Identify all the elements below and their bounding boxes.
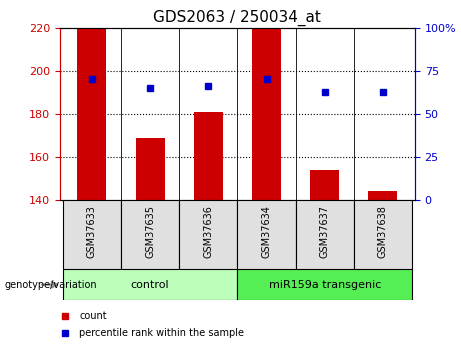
Bar	[296, 200, 354, 269]
Text: genotype/variation: genotype/variation	[5, 280, 97, 289]
Bar	[368, 191, 397, 200]
Bar	[237, 269, 412, 300]
Bar	[194, 112, 223, 200]
Text: GSM37638: GSM37638	[378, 205, 388, 258]
Bar	[354, 200, 412, 269]
Bar	[252, 28, 281, 200]
Title: GDS2063 / 250034_at: GDS2063 / 250034_at	[154, 10, 321, 26]
Bar	[136, 138, 165, 200]
Text: GSM37635: GSM37635	[145, 205, 155, 258]
Bar	[237, 200, 296, 269]
Text: GSM37636: GSM37636	[203, 205, 213, 258]
Bar	[179, 200, 237, 269]
Bar	[63, 200, 121, 269]
Bar	[121, 200, 179, 269]
Bar	[310, 170, 339, 200]
Text: percentile rank within the sample: percentile rank within the sample	[79, 328, 244, 338]
Text: GSM37637: GSM37637	[319, 205, 330, 258]
Bar	[63, 269, 237, 300]
Text: miR159a transgenic: miR159a transgenic	[268, 280, 381, 289]
Bar	[77, 28, 106, 200]
Text: GSM37634: GSM37634	[261, 205, 272, 258]
Text: GSM37633: GSM37633	[87, 205, 97, 258]
Text: count: count	[79, 311, 107, 321]
Text: control: control	[131, 280, 170, 289]
